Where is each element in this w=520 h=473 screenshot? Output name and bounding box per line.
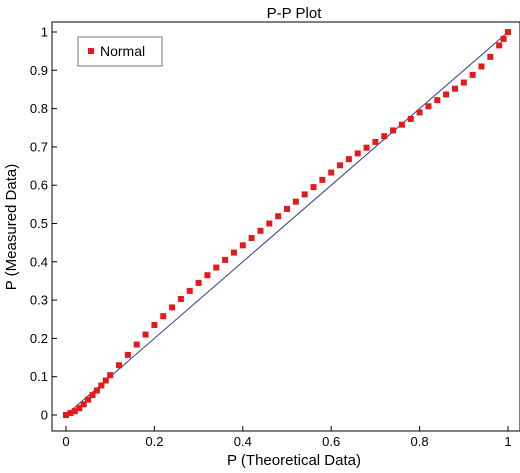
x-tick-label-5: 1 — [504, 434, 511, 449]
plot-frame — [51, 21, 520, 432]
y-tick-label-2: 0.2 — [30, 331, 48, 346]
data-point-0-53 — [487, 53, 494, 60]
data-point-0-35 — [328, 169, 335, 176]
y-tick-label-5: 0.5 — [30, 216, 48, 231]
data-point-0-38 — [354, 150, 361, 157]
x-tick-label-4: 0.8 — [411, 434, 429, 449]
data-point-0-17 — [169, 304, 176, 311]
data-point-0-18 — [177, 295, 184, 302]
data-point-0-30 — [284, 205, 290, 212]
data-point-0-42 — [390, 127, 397, 134]
data-point-0-33 — [310, 184, 317, 191]
y-axis-title: P (Measured Data) — [3, 164, 20, 290]
data-point-0-10 — [107, 372, 114, 379]
y-tick-label-10: 1 — [41, 25, 48, 40]
data-point-0-40 — [372, 138, 379, 145]
data-point-0-44 — [407, 115, 414, 122]
data-point-0-8 — [98, 382, 105, 389]
data-point-0-19 — [186, 287, 193, 294]
data-point-0-6 — [89, 392, 96, 399]
reference-line — [65, 31, 509, 416]
legend: Normal — [77, 36, 163, 67]
data-point-0-16 — [160, 313, 167, 320]
x-tick-label-3: 0.6 — [322, 434, 340, 449]
legend-swatch-normal — [88, 48, 94, 54]
reference-line-layer — [65, 31, 509, 416]
y-tick-label-4: 0.4 — [30, 254, 48, 269]
y-tick-label-0: 0 — [41, 408, 48, 423]
data-point-0-25 — [239, 242, 246, 249]
data-point-0-47 — [434, 97, 441, 104]
data-point-0-26 — [248, 235, 255, 242]
data-point-0-20 — [195, 279, 202, 286]
x-tick-label-2: 0.4 — [234, 434, 252, 449]
data-point-0-3 — [76, 405, 83, 412]
data-point-0-22 — [213, 264, 220, 271]
data-point-0-50 — [460, 79, 467, 86]
x-tick-label-0: 0 — [62, 434, 69, 449]
chart-title: P-P Plot — [267, 5, 323, 22]
data-point-0-56 — [505, 29, 511, 35]
y-tick-label-8: 0.8 — [30, 101, 48, 116]
y-tick-label-7: 0.7 — [30, 139, 48, 154]
data-point-0-36 — [337, 162, 344, 169]
data-point-0-48 — [443, 91, 450, 98]
data-point-0-39 — [363, 144, 370, 151]
data-point-0-9 — [102, 377, 109, 384]
data-point-0-46 — [425, 103, 432, 110]
data-point-0-54 — [496, 42, 503, 49]
data-point-0-12 — [124, 351, 131, 358]
legend-label-normal: Normal — [100, 43, 145, 59]
data-point-0-49 — [451, 85, 458, 92]
data-point-0-34 — [319, 176, 326, 183]
data-point-0-55 — [500, 35, 507, 42]
data-point-0-15 — [151, 321, 158, 328]
data-point-0-41 — [381, 133, 388, 140]
y-tick-label-3: 0.3 — [30, 293, 48, 308]
data-point-0-45 — [416, 109, 423, 116]
data-point-0-7 — [93, 387, 100, 394]
y-tick-label-1: 0.1 — [30, 369, 48, 384]
data-point-0-14 — [142, 331, 149, 338]
data-point-0-2 — [71, 408, 78, 415]
data-point-0-37 — [345, 156, 352, 163]
data-point-0-11 — [116, 362, 123, 369]
data-point-0-29 — [275, 213, 282, 220]
y-tick-label-6: 0.6 — [30, 178, 48, 193]
data-point-0-0 — [63, 412, 69, 418]
data-points-layer — [63, 29, 511, 418]
data-point-0-13 — [133, 341, 140, 348]
x-axis-title: P (Theoretical Data) — [227, 452, 361, 469]
data-point-0-21 — [204, 272, 211, 279]
data-point-0-5 — [85, 396, 92, 403]
y-tick-label-9: 0.9 — [30, 63, 48, 78]
data-point-0-43 — [398, 121, 405, 128]
data-point-0-4 — [80, 401, 87, 408]
x-tick-label-1: 0.2 — [145, 434, 163, 449]
data-point-0-28 — [266, 220, 273, 227]
data-point-0-31 — [292, 198, 299, 205]
data-point-0-52 — [478, 63, 485, 70]
data-point-0-32 — [301, 191, 308, 198]
data-point-0-27 — [257, 227, 264, 234]
data-point-0-23 — [222, 256, 229, 263]
data-point-0-51 — [469, 71, 476, 78]
data-point-0-1 — [67, 410, 74, 417]
axis-ticks: 0 0.2 0.4 0.6 0.8 1 0 0.1 0.2 0.3 0.4 0.5 0.6 0.7 0.8 0… — [30, 25, 512, 450]
data-point-0-24 — [230, 249, 237, 256]
